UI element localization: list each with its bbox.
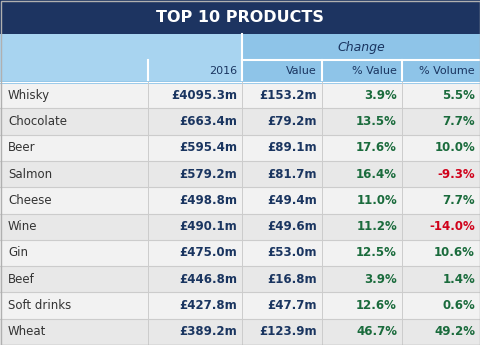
Text: £595.4m: £595.4m [179,141,237,154]
Text: £446.8m: £446.8m [179,273,237,286]
Text: 7.7%: 7.7% [443,194,475,207]
Text: £498.8m: £498.8m [179,194,237,207]
Text: £89.1m: £89.1m [267,141,317,154]
Text: Change: Change [337,40,385,53]
Text: 49.2%: 49.2% [434,325,475,338]
Bar [242,34,480,60]
Text: £79.2m: £79.2m [267,115,317,128]
Bar [0,187,480,214]
Text: 11.0%: 11.0% [356,194,397,207]
Text: Salmon: Salmon [8,168,52,180]
Bar [0,60,242,82]
Text: £47.7m: £47.7m [267,299,317,312]
Text: 46.7%: 46.7% [356,325,397,338]
Bar [242,60,480,82]
Bar [0,266,480,293]
Text: £475.0m: £475.0m [179,246,237,259]
Text: £49.6m: £49.6m [267,220,317,233]
Text: Wine: Wine [8,220,37,233]
Text: 13.5%: 13.5% [356,115,397,128]
Text: £4095.3m: £4095.3m [171,89,237,102]
Text: 3.9%: 3.9% [364,273,397,286]
Text: £81.7m: £81.7m [267,168,317,180]
Bar [0,161,480,187]
Bar [0,34,242,60]
Text: £123.9m: £123.9m [259,325,317,338]
Text: 0.6%: 0.6% [442,299,475,312]
Text: TOP 10 PRODUCTS: TOP 10 PRODUCTS [156,10,324,24]
Text: Beef: Beef [8,273,35,286]
Bar [0,108,480,135]
Text: 10.6%: 10.6% [434,246,475,259]
Text: Beer: Beer [8,141,36,154]
Text: Gin: Gin [8,246,28,259]
Text: £53.0m: £53.0m [267,246,317,259]
Text: £153.2m: £153.2m [259,89,317,102]
Text: £490.1m: £490.1m [179,220,237,233]
Text: 1.4%: 1.4% [442,273,475,286]
Bar [0,293,480,319]
Text: £16.8m: £16.8m [267,273,317,286]
Bar [0,319,480,345]
Text: 5.5%: 5.5% [442,89,475,102]
Text: 11.2%: 11.2% [356,220,397,233]
Text: Whisky: Whisky [8,89,50,102]
Text: Cheese: Cheese [8,194,52,207]
Bar [0,240,480,266]
Text: £389.2m: £389.2m [179,325,237,338]
Text: -9.3%: -9.3% [437,168,475,180]
Text: 7.7%: 7.7% [443,115,475,128]
Bar [0,0,480,34]
Text: 3.9%: 3.9% [364,89,397,102]
Text: Chocolate: Chocolate [8,115,67,128]
Bar [0,82,480,108]
Text: 16.4%: 16.4% [356,168,397,180]
Text: Wheat: Wheat [8,325,47,338]
Text: 2016: 2016 [209,66,237,76]
Text: -14.0%: -14.0% [429,220,475,233]
Text: 12.5%: 12.5% [356,246,397,259]
Text: % Volume: % Volume [420,66,475,76]
Bar [0,135,480,161]
Text: 10.0%: 10.0% [434,141,475,154]
Text: 17.6%: 17.6% [356,141,397,154]
Text: £49.4m: £49.4m [267,194,317,207]
Text: 12.6%: 12.6% [356,299,397,312]
Text: Soft drinks: Soft drinks [8,299,71,312]
Text: £579.2m: £579.2m [179,168,237,180]
Text: Value: Value [286,66,317,76]
Text: £663.4m: £663.4m [179,115,237,128]
Bar [0,214,480,240]
Text: % Value: % Value [352,66,397,76]
Text: £427.8m: £427.8m [179,299,237,312]
